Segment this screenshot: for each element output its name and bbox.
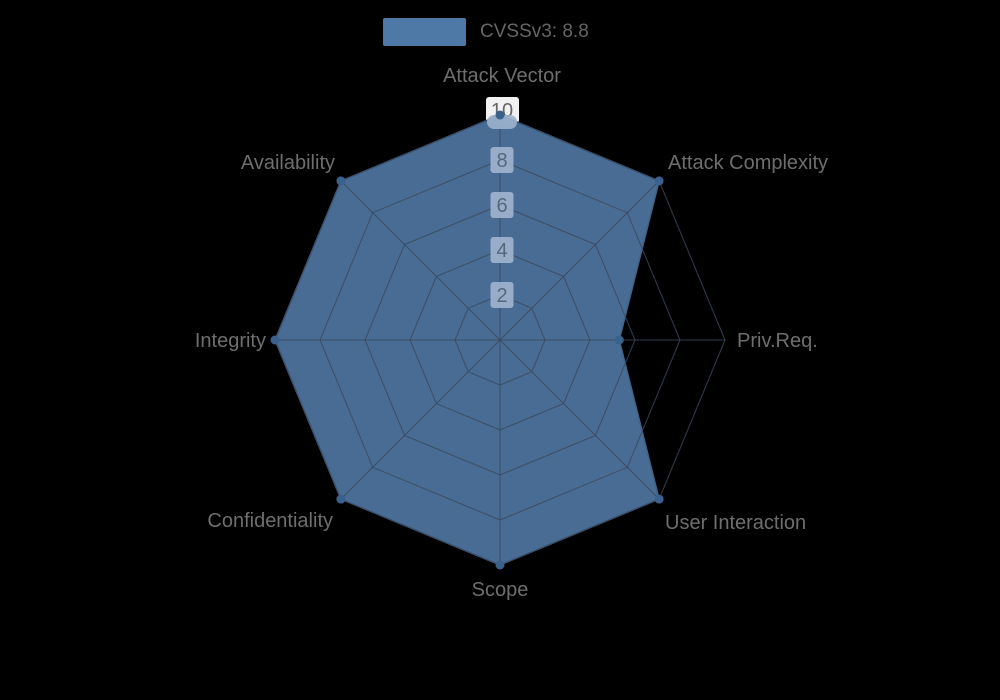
vertex-dot-user-interaction — [654, 494, 664, 504]
vertex-dot-priv-req — [614, 335, 624, 345]
axis-labels: Attack Vector Attack Complexity Priv.Req. U… — [195, 65, 828, 601]
grid-spoke-user-interaction — [499, 339, 660, 500]
tick-box-overlap-highlight — [487, 115, 517, 129]
axis-label-attack-complexity: Attack Complexity — [668, 152, 828, 174]
radial-tick-text: 8 — [496, 150, 507, 172]
axis-label-priv-req: Priv.Req. — [737, 330, 818, 352]
vertex-dot-scope — [495, 560, 505, 570]
legend-label: CVSSv3: 8.8 — [480, 21, 589, 42]
vertex-dot-confidentiality — [336, 494, 346, 504]
radial-tick-label-8: 8 — [490, 147, 514, 173]
axis-label-availability: Availability — [241, 152, 335, 174]
legend[interactable]: CVSSv3: 8.8 — [383, 18, 589, 46]
axis-label-scope: Scope — [472, 579, 529, 601]
grid-spoke-availability — [340, 180, 501, 341]
vertex-dot-availability — [336, 176, 346, 186]
vertex-dot-integrity — [270, 335, 280, 345]
axis-label-confidentiality: Confidentiality — [207, 510, 333, 532]
axis-label-user-interaction: User Interaction — [665, 512, 806, 534]
vertex-dot-attack-vector — [495, 110, 505, 120]
radial-tick-label-4: 4 — [490, 237, 514, 263]
grid-spoke-confidentiality — [340, 339, 501, 500]
radial-tick-text: 2 — [496, 285, 507, 307]
axis-label-attack-vector: Attack Vector — [443, 65, 561, 87]
vertex-dot-attack-complexity — [654, 176, 664, 186]
radial-tick-label-6: 6 — [490, 192, 514, 218]
legend-swatch[interactable] — [383, 18, 466, 46]
vertex-dots — [270, 110, 664, 570]
axis-label-integrity: Integrity — [195, 330, 266, 352]
radial-tick-text: 4 — [496, 240, 507, 262]
radial-tick-text: 6 — [496, 195, 507, 217]
radial-tick-label-2: 2 — [490, 282, 514, 308]
grid-spoke-attack-complexity — [499, 180, 660, 341]
radial-tick-labels: 2 4 6 8 — [490, 147, 514, 308]
